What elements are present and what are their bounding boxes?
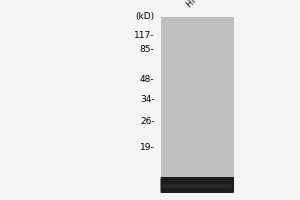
FancyBboxPatch shape [160,177,234,193]
Text: (kD): (kD) [135,12,154,21]
Text: 117-: 117- [134,31,154,40]
Text: 26-: 26- [140,116,154,126]
Text: 34-: 34- [140,95,154,104]
Bar [160,17,234,192]
Text: HT-29: HT-29 [184,0,208,9]
Text: 85-: 85- [140,46,154,54]
Text: 48-: 48- [140,75,154,84]
Text: 19-: 19- [140,142,154,152]
FancyBboxPatch shape [163,184,232,188]
